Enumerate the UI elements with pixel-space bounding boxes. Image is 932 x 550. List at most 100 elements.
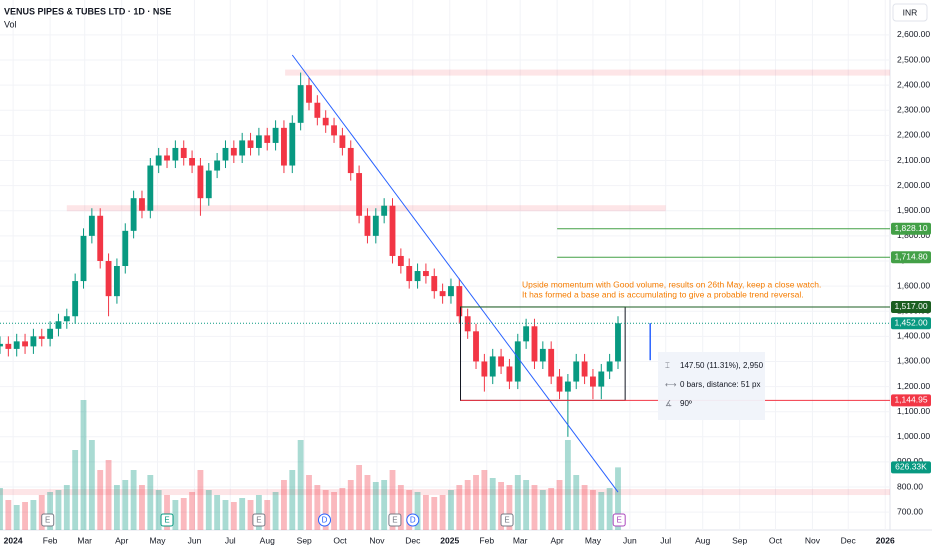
volume-bar: [5, 500, 12, 530]
volume-bar: [473, 475, 479, 530]
resistance-zone: [285, 69, 890, 76]
candle-body: [63, 316, 70, 322]
volume-bar: [364, 475, 371, 530]
volume-bar: [389, 470, 396, 530]
last-price-tag: [891, 317, 931, 330]
volume-bar: [197, 470, 204, 530]
y-tick-label: 1,600.00: [897, 280, 930, 290]
candle-body: [314, 102, 321, 118]
earnings-marker: [612, 513, 626, 527]
price-level-tag: [891, 394, 931, 407]
last-price-label: 1,452.00: [894, 318, 927, 328]
event-label: E: [392, 516, 397, 525]
candle-body: [590, 376, 596, 387]
y-tick-label: 1,400.00: [897, 331, 930, 341]
candle-body: [247, 140, 254, 148]
volume-bar: [498, 482, 504, 530]
candle-body: [347, 147, 354, 174]
volume-tag: [891, 461, 931, 474]
event-label: E: [256, 516, 261, 525]
volume-bar: [439, 495, 446, 530]
volume-bar: [164, 495, 170, 530]
volume-bar: [72, 450, 79, 530]
volume-bar: [105, 460, 112, 530]
candle-body: [289, 122, 296, 166]
candle-body: [222, 147, 229, 161]
volume-bar: [172, 500, 179, 530]
candle-body: [431, 276, 438, 292]
y-tick-label: 2,400.00: [897, 79, 930, 89]
volume-bar: [372, 482, 379, 530]
volume-indicator[interactable]: Vol: [4, 19, 17, 29]
resistance-zone: [66, 205, 666, 212]
x-tick-label: May: [149, 535, 166, 545]
x-tick-label: Aug: [260, 535, 275, 545]
candle-body: [448, 286, 454, 297]
x-tick-label: Sep: [297, 535, 312, 545]
candle-body: [581, 361, 588, 377]
volume-bar: [264, 500, 271, 530]
candle-body: [331, 125, 337, 136]
x-tick-label: Jul: [225, 535, 236, 545]
y-tick-label: 1,000.00: [897, 431, 930, 441]
volume-bar: [155, 490, 162, 530]
candle-body: [615, 323, 621, 362]
candle-body: [155, 155, 162, 166]
volume-bar: [306, 475, 312, 530]
candle-body: [80, 235, 87, 282]
volume-bar: [414, 492, 421, 530]
currency-button[interactable]: [892, 3, 928, 22]
candle-body: [306, 85, 312, 103]
candle-body: [356, 173, 363, 216]
candle-body: [0, 343, 3, 347]
candle-body: [30, 336, 37, 347]
candle-body: [205, 170, 212, 199]
x-tick-label: Dec: [405, 535, 421, 545]
price-level-tag: [891, 222, 931, 235]
x-tick-label: Apr: [115, 535, 128, 545]
volume-bar: [289, 470, 296, 530]
y-tick-label: 1,300.00: [897, 356, 930, 366]
candle-body: [88, 215, 95, 236]
y-tick-label: 2,300.00: [897, 105, 930, 115]
volume-bar: [147, 475, 154, 530]
currency-label[interactable]: INR: [903, 7, 918, 17]
x-tick-label: Mar: [77, 535, 92, 545]
candle-body: [506, 366, 513, 382]
volume-bar: [489, 478, 496, 530]
volume-bar: [464, 480, 471, 530]
volume-bar: [222, 500, 229, 530]
x-tick-label: Jul: [660, 535, 671, 545]
candle-body: [322, 117, 329, 126]
y-tick-label: 1,800.00: [897, 230, 930, 240]
note-text: It has formed a base and is accumulating…: [522, 289, 804, 299]
candle-body: [230, 147, 237, 156]
volume-bar: [322, 490, 329, 530]
volume-bar: [122, 480, 129, 530]
volume-bar: [548, 488, 555, 530]
volume-bar: [214, 495, 221, 530]
measure-text: 147.50 (11.31%), 2,950: [680, 361, 764, 370]
candle-body: [364, 215, 371, 236]
volume-bar: [615, 467, 621, 530]
volume-bar: [38, 495, 45, 530]
y-tick-label: 900.00: [897, 456, 923, 466]
candle-body: [22, 341, 28, 347]
y-tick-label: 2,000.00: [897, 180, 930, 190]
candle-body: [97, 215, 104, 261]
volume-bar: [456, 485, 463, 530]
event-label: E: [617, 516, 622, 525]
measure-icon: ∡: [665, 399, 672, 408]
resistance-zone: [0, 489, 890, 496]
volume-bar: [63, 485, 70, 530]
volume-bar: [281, 480, 287, 530]
volume-bar: [523, 480, 530, 530]
volume-bar: [247, 500, 254, 530]
symbol-title[interactable]: VENUS PIPES & TUBES LTD · 1D · NSE: [4, 6, 171, 16]
candle-body: [606, 361, 613, 372]
dividend-marker: [406, 513, 420, 527]
x-tick-label: Sep: [732, 535, 747, 545]
volume-bar: [205, 490, 212, 530]
volume-bar: [397, 485, 404, 530]
volume-bar: [514, 475, 521, 530]
